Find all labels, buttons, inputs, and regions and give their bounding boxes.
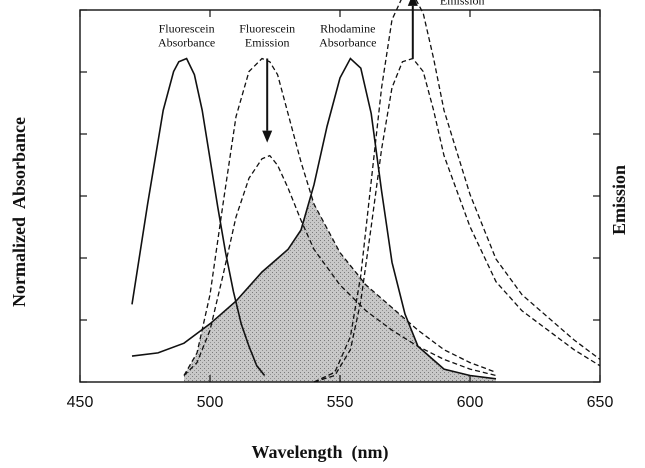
arrow-up-icon xyxy=(407,0,418,6)
series-fluorescein-emission xyxy=(183,57,497,376)
annotation-line: Fluorescein xyxy=(239,22,295,36)
tick-layer: 450 500 550 600 650 xyxy=(67,9,614,411)
arrow-down-icon xyxy=(262,130,273,143)
x-tick-label: 450 xyxy=(67,394,94,411)
x-tick-label: 550 xyxy=(327,394,354,411)
annotation-line: Emission xyxy=(440,0,485,8)
x-tick-label: 500 xyxy=(197,394,224,411)
overlap-shading-layer xyxy=(184,195,496,382)
annotation-line: Fluorescein xyxy=(159,22,215,36)
annotation-fluorescein-emission: Fluorescein Emission xyxy=(239,22,295,50)
series-layer xyxy=(131,0,601,383)
y-axis-title-left: Normalized Absorbance xyxy=(9,117,29,307)
y-axis-title-right: Emission xyxy=(609,165,629,235)
annotation-line: Absorbance xyxy=(158,36,215,50)
annotation-rhodamine-emission: RhodamineEmission xyxy=(435,0,490,8)
annotation-line: Absorbance xyxy=(319,36,376,50)
annotation-rhodamine-absorbance: Rhodamine Absorbance xyxy=(319,22,376,50)
series-rhodamine-absorbance xyxy=(131,57,497,380)
annotation-line: Rhodamine xyxy=(320,22,375,36)
series-rhodamine-emission xyxy=(313,57,601,383)
x-axis-title: Wavelength (nm) xyxy=(252,442,389,463)
annotation-fluorescein-absorbance: Fluorescein Absorbance xyxy=(158,22,215,50)
spectral-overlap-shading xyxy=(184,195,496,382)
annotation-line: Emission xyxy=(245,36,290,50)
series-fluorescein-emission-quenched xyxy=(183,154,497,377)
x-tick-label: 650 xyxy=(587,394,614,411)
series-fluorescein-absorbance xyxy=(131,57,266,377)
series-rhodamine-emission-enhanced xyxy=(313,0,601,383)
x-tick-label: 600 xyxy=(457,394,484,411)
